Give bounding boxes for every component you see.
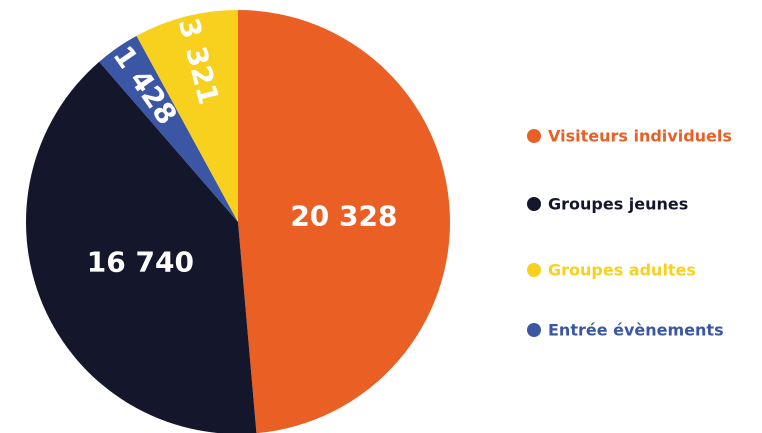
legend-marker — [527, 197, 541, 211]
data-label: 20 328 — [290, 199, 397, 232]
legend-marker — [527, 263, 541, 277]
legend-label: Groupes jeunes — [548, 195, 688, 214]
legend-label: Groupes adultes — [548, 261, 696, 280]
pie-slice — [99, 35, 239, 223]
legend-marker — [527, 323, 541, 337]
legend-marker — [527, 129, 541, 143]
pie-slice — [26, 61, 257, 433]
legend-label: Visiteurs individuels — [548, 127, 732, 146]
data-label: 16 740 — [87, 245, 194, 278]
legend-label: Entrée évènements — [548, 321, 724, 340]
pie-slice — [136, 10, 238, 222]
pie-slice — [238, 10, 450, 433]
